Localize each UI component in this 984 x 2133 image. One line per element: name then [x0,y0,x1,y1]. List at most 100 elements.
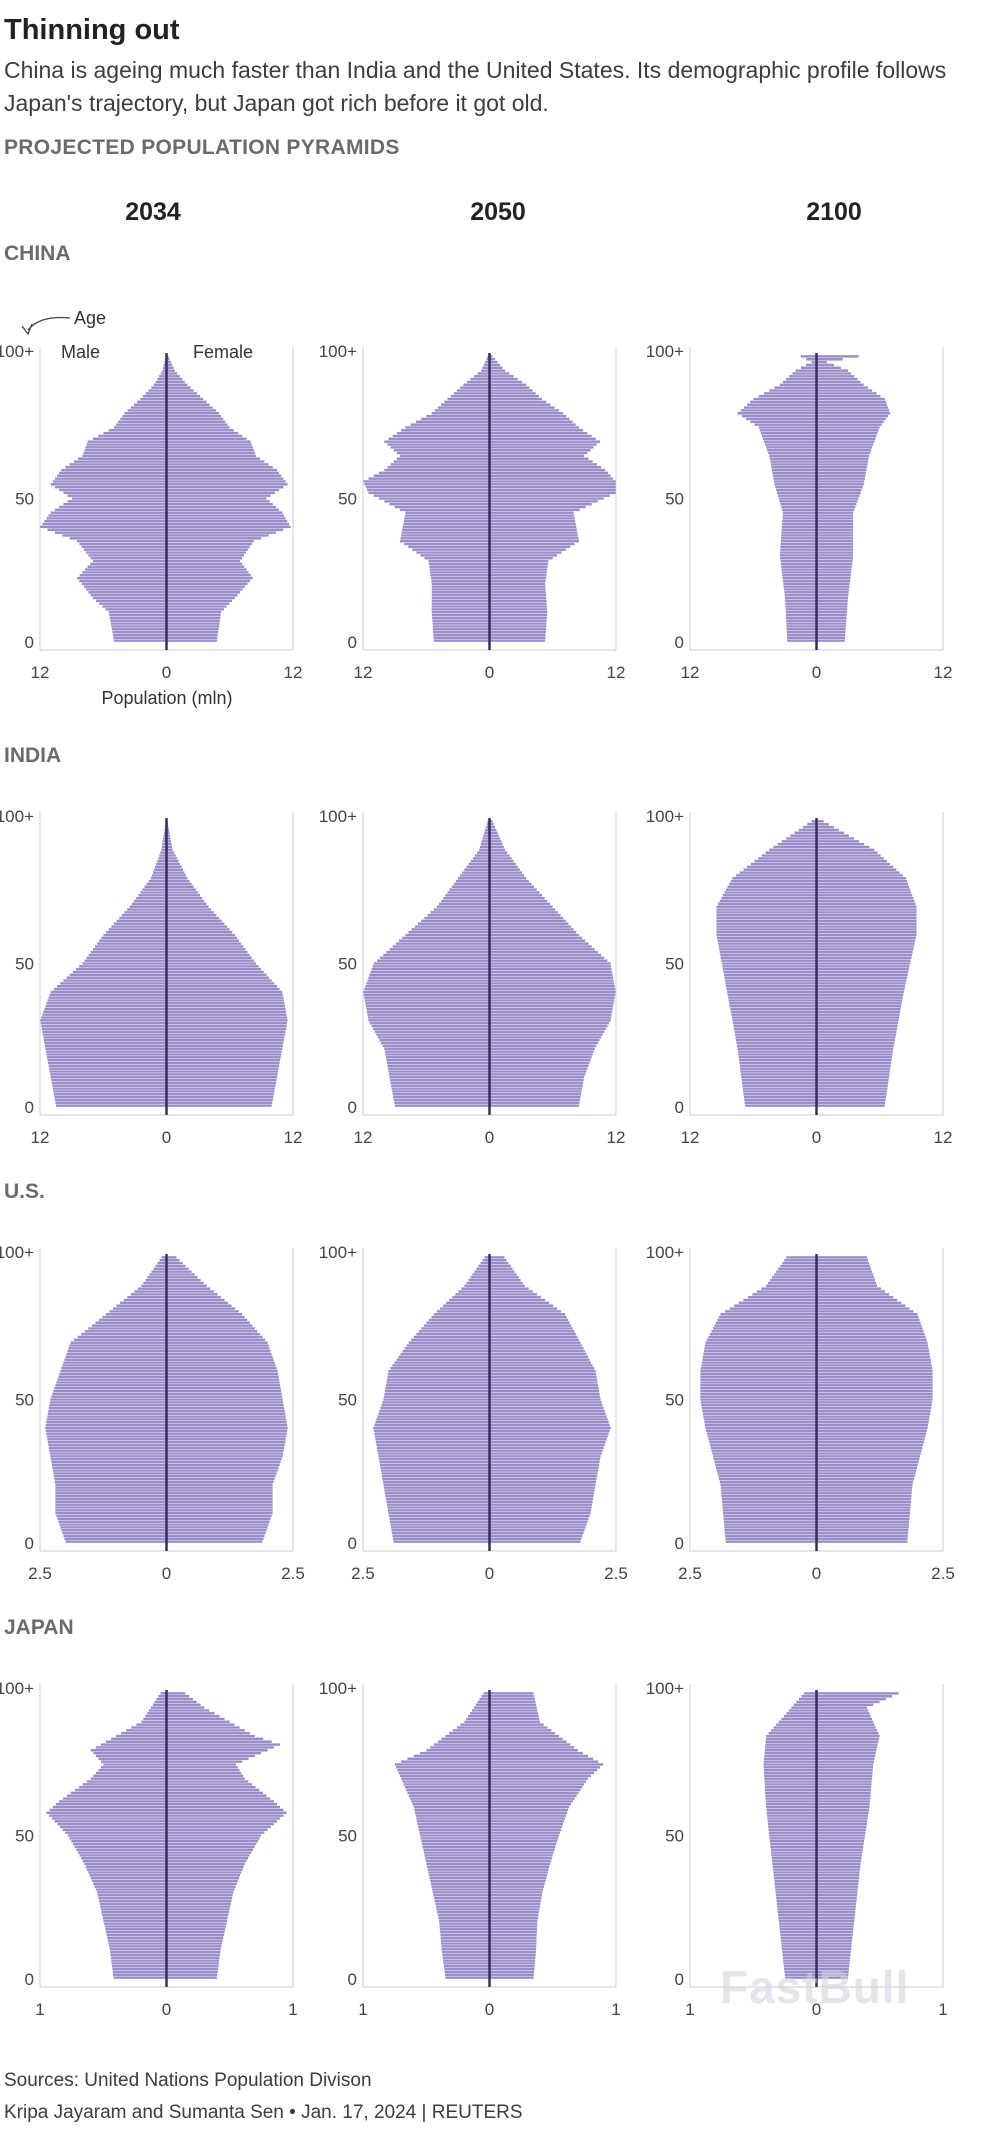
pyramid-us-2050: 0 50 100+ 2.5 0 2.5 [319,1243,628,1583]
age-bar-74 [84,1329,258,1333]
age-bar-23 [79,573,252,577]
age-bar-72 [392,434,592,438]
age-bar-14 [48,1064,280,1068]
age-bar-16 [105,1930,225,1934]
age-bar-58 [387,1375,597,1379]
age-bar-94 [482,836,501,841]
age-bar-16 [47,1058,281,1062]
age-bar-27 [434,1899,542,1903]
age-bar-76 [714,1324,922,1328]
age-bar-11 [108,1944,222,1948]
age-bar-7 [109,619,221,623]
age-bar-53 [88,953,250,957]
age-tick-100: 100+ [646,807,684,826]
age-bar-2 [743,1098,887,1102]
age-bar-74 [395,1765,601,1769]
x-tick-right: 12 [284,663,303,682]
age-bar-77 [94,1321,251,1325]
age-bar-70 [436,905,553,909]
age-tick-0: 0 [675,1098,684,1117]
population-axis-label: Population (mln) [101,688,232,708]
age-bar-54 [90,950,248,954]
x-tick-right: 2.5 [281,1564,305,1583]
age-bar-55 [385,1383,599,1387]
age-bar-25 [435,1904,541,1909]
x-tick-left: 12 [681,663,700,682]
pyramid-us-2034: 0 50 100+ 2.5 0 2.5 [0,1243,305,1583]
age-bar-85 [742,1298,898,1302]
age-bar-54 [54,485,284,489]
age-tick-100: 100+ [0,1243,34,1262]
age-bar-13 [48,1067,279,1071]
age-bar-91 [767,1281,877,1285]
age-bar-92 [777,842,865,846]
age-tick-100: 100+ [0,1679,34,1698]
age-bar-86 [156,859,179,863]
age-bar-44 [77,1850,252,1855]
age-bar-58 [373,474,611,478]
age-bar-1 [393,1101,580,1105]
age-bar-51 [376,959,608,963]
age-bar-96 [475,1703,537,1707]
age-bar-2 [393,1098,581,1102]
pyramid-china-2100: 0 50 100+ 12 0 12 [646,342,953,682]
x-tick-center: 0 [485,1564,494,1583]
age-bar-36 [89,1873,241,1877]
age-bar-88 [130,1725,241,1730]
age-bar-60 [103,933,236,937]
age-bar-10 [109,1947,222,1951]
age-bar-46 [369,973,614,977]
age-bar-77 [715,1321,921,1325]
age-bar-85 [447,397,543,401]
age-bar-99 [482,1258,507,1262]
age-bar-100 [482,1691,534,1696]
year-header-2034: 2034 [125,198,181,226]
age-bar-30 [96,1890,234,1894]
age-bar-79 [764,1751,877,1755]
age-bar-60 [388,1369,596,1373]
age-bar-86 [451,1295,542,1299]
age-bar-15 [47,1061,280,1065]
age-bar-62 [69,462,269,466]
age-tick-100: 100+ [319,342,357,361]
age-bar-12 [49,1069,279,1074]
age-bar-65 [116,919,223,923]
age-bar-7 [110,1956,220,1960]
age-tick-0: 0 [25,1970,34,1989]
age-bar-91 [466,1281,524,1285]
age-bar-100 [800,354,859,359]
age-bar-59 [401,936,583,940]
age-bar-35 [375,1440,607,1444]
age-bar-0 [744,1103,886,1108]
age-bar-96 [800,366,842,370]
x-tick-center: 0 [162,663,171,682]
age-bar-19 [45,1049,283,1054]
age-bar-76 [763,1760,875,1764]
age-bar-66 [764,1788,872,1792]
age-bar-69 [406,1343,583,1348]
age-bar-79 [741,414,889,418]
age-bar-49 [382,1400,603,1404]
pyramid-china-2034: 0 50 100+ 12 0 12 [0,342,302,682]
age-bar-7 [51,1084,276,1088]
age-bar-93 [146,1711,215,1715]
age-bar-85 [753,397,886,401]
age-bar-88 [768,388,873,393]
age-bar-56 [56,1380,281,1385]
age-bar-77 [426,1321,571,1325]
age-bar-75 [404,425,580,430]
age-bar-0 [55,1103,273,1108]
age-bar-1 [55,1101,273,1105]
age-bar-76 [754,423,883,427]
age-bar-76 [91,1324,253,1328]
age-bar-68 [390,445,595,449]
age-bar-67 [766,448,872,452]
age-bar-82 [764,1742,879,1747]
age-bar-54 [386,950,599,954]
age-bar-7 [742,1084,889,1088]
age-bar-91 [466,380,523,384]
age-bar-55 [389,947,596,951]
age-bar-66 [118,916,220,920]
age-bar-39 [373,1429,611,1433]
age-bar-73 [760,431,878,435]
